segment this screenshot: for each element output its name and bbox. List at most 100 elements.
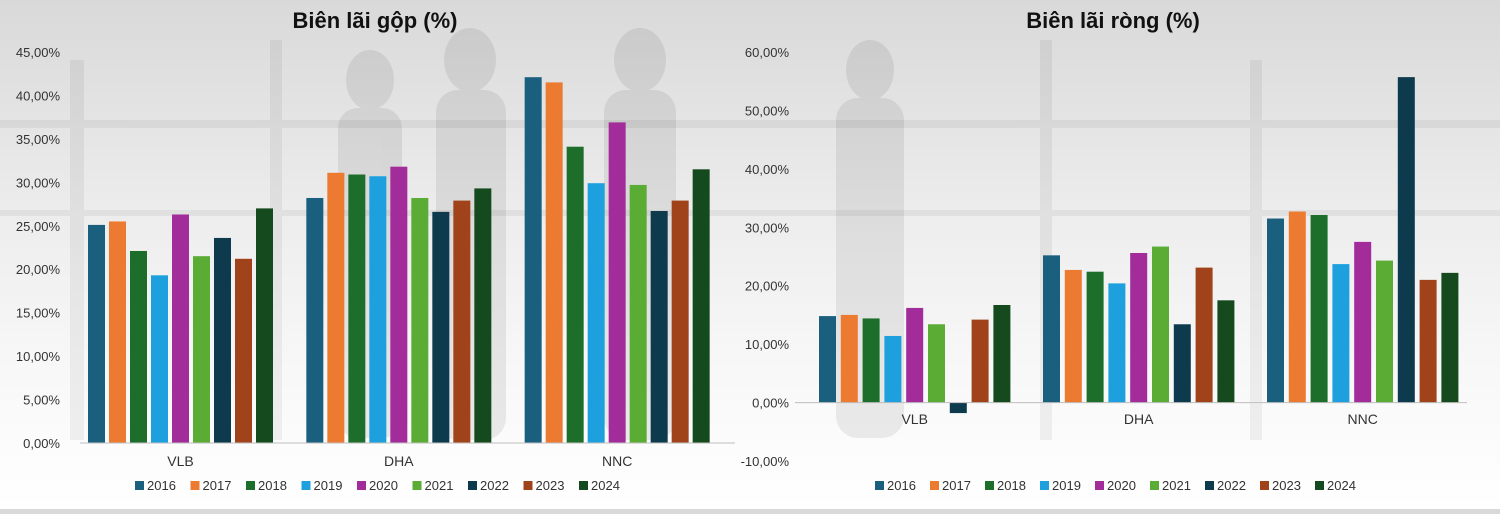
legend-swatch-2019 [1040,481,1049,490]
bar-dha-2018 [348,174,366,443]
bar-dha-2022 [1173,324,1191,403]
x-category-label: VLB [167,453,193,469]
bar-nnc-2018 [1310,215,1328,403]
legend-swatch-2024 [579,481,588,490]
bar-vlb-2023 [235,258,252,443]
y-tick-label: 20,00% [16,262,61,277]
legend-label-2019: 2019 [314,478,343,493]
bar-vlb-2018 [862,318,880,403]
y-tick-label: 35,00% [16,132,61,147]
bar-dha-2021 [411,197,429,443]
y-tick-label: 10,00% [745,337,790,352]
legend-label-2016: 2016 [147,478,176,493]
y-tick-label: 45,00% [16,45,61,60]
chart-title: Biên lãi gộp (%) [293,8,458,33]
net-margin-chart: Biên lãi ròng (%) -10,00% 0,00% 10,00% 20,0… [735,0,1500,509]
bar-dha-2017 [1064,269,1082,403]
bar-nnc-2017 [1288,211,1306,403]
legend-label-2024: 2024 [1327,478,1356,493]
legend-swatch-2023 [523,481,533,490]
legend-swatch-2017 [930,481,939,490]
legend-label-2020: 2020 [369,478,398,493]
legend-swatch-2022 [1205,481,1214,490]
legend-swatch-2021 [1150,481,1159,490]
bar-nnc-2019 [587,183,605,444]
legend-label-2022: 2022 [1217,478,1246,493]
legend-label-2024: 2024 [591,478,620,493]
bar-vlb-2017 [109,221,126,443]
bar-vlb-2016 [88,224,105,443]
y-tick-label: -10,00% [741,454,790,469]
bar-vlb-2020 [172,214,189,443]
bar-vlb-2022 [214,237,231,443]
bar-vlb-2019 [884,335,902,403]
x-category-label: NNC [602,453,632,469]
bar-vlb-2022 [949,402,967,414]
bar-nnc-2021 [1376,260,1393,403]
x-category-label: DHA [1124,411,1154,427]
legend-label-2016: 2016 [887,478,916,493]
bar-vlb-2017 [840,314,858,403]
x-category-label: DHA [384,453,414,469]
legend-swatch-2021 [412,481,422,490]
y-tick-label: 40,00% [16,88,61,103]
bar-nnc-2021 [629,184,647,443]
bar-nnc-2016 [1267,218,1284,403]
x-category-label: NNC [1348,411,1378,427]
bar-dha-2016 [306,197,324,443]
bar-nnc-2023 [1419,279,1437,403]
bar-dha-2018 [1086,271,1104,403]
legend-label-2017: 2017 [203,478,232,493]
y-tick-label: 10,00% [16,349,61,364]
bar-dha-2022 [432,211,450,443]
legend-swatch-2018 [985,481,994,490]
bar-vlb-2020 [906,307,924,403]
y-tick-label: 30,00% [745,220,790,235]
legend-swatch-2020 [1095,481,1104,490]
chart-title: Biên lãi ròng (%) [1026,8,1200,33]
y-tick-label: 5,00% [23,393,60,408]
legend-swatch-2018 [246,481,255,490]
bar-dha-2016 [1043,255,1060,403]
bar-vlb-2021 [928,324,945,403]
bar-vlb-2019 [151,275,168,443]
legend-label-2023: 2023 [536,478,565,493]
y-tick-label: 0,00% [752,396,789,411]
x-category-label: VLB [901,411,927,427]
gross-margin-chart: Biên lãi gộp (%) 0,00% 5,00% 10,00% 15,00% 2… [0,0,740,509]
legend-label-2018: 2018 [258,478,287,493]
bar-vlb-2024 [256,208,273,443]
y-tick-label: 0,00% [23,436,60,451]
legend-swatch-2020 [357,481,366,490]
gross-margin-chart-svg: Biên lãi gộp (%) 0,00% 5,00% 10,00% 15,00% 2… [16,8,735,493]
y-tick-label: 25,00% [16,219,61,234]
bar-nnc-2019 [1332,264,1350,403]
bar-vlb-2016 [819,316,836,403]
bar-nnc-2024 [692,169,710,444]
legend-label-2018: 2018 [997,478,1026,493]
y-tick-label: 30,00% [16,175,61,190]
bar-dha-2020 [1130,252,1148,403]
legend-label-2019: 2019 [1052,478,1081,493]
bar-nnc-2017 [545,82,563,444]
legend-swatch-2017 [190,481,200,490]
legend-swatch-2022 [468,481,477,490]
legend-label-2022: 2022 [480,478,509,493]
bar-dha-2024 [1217,300,1235,403]
bar-dha-2017 [327,172,345,443]
bar-vlb-2024 [993,304,1011,403]
bar-nnc-2020 [1354,241,1372,403]
y-tick-label: 60,00% [745,45,790,60]
legend-label-2020: 2020 [1107,478,1136,493]
legend-label-2023: 2023 [1272,478,1301,493]
legend-swatch-2024 [1315,481,1324,490]
y-tick-label: 20,00% [745,279,790,294]
legend-label-2021: 2021 [1162,478,1191,493]
y-tick-label: 40,00% [745,162,790,177]
bar-nnc-2016 [524,77,542,443]
legend-swatch-2016 [135,481,144,490]
bar-nnc-2022 [650,211,668,443]
bar-dha-2020 [390,166,408,443]
bar-dha-2019 [1108,283,1126,403]
bar-dha-2021 [1152,246,1169,403]
